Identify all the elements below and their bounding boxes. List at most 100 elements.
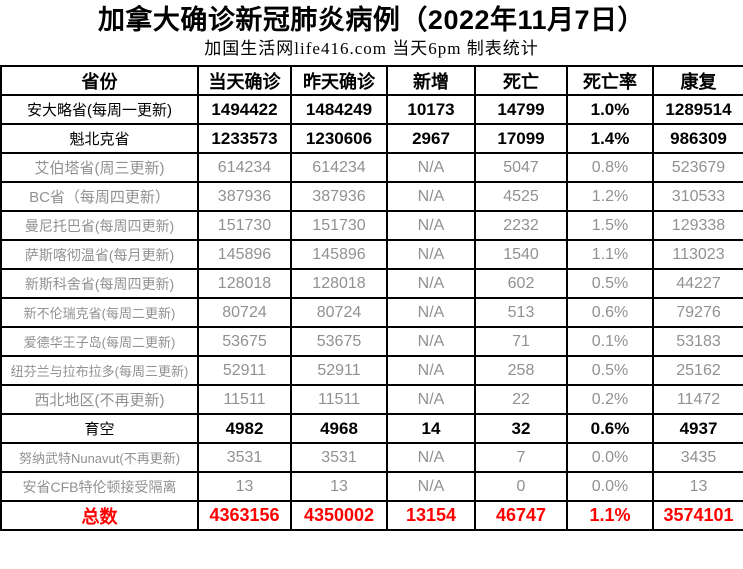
cell-recovered: 310533 xyxy=(652,181,743,212)
cell-new: 10173 xyxy=(386,94,476,125)
cell-deaths: 5047 xyxy=(474,152,568,183)
cell-yesterday: 1230606 xyxy=(290,123,388,154)
cell-deaths: 17099 xyxy=(474,123,568,154)
cell-yesterday: 1484249 xyxy=(290,94,388,125)
cell-today: 1233573 xyxy=(197,123,292,154)
table-row: BC省（每周四更新） 387936 387936 N/A 4525 1.2% 3… xyxy=(0,181,743,212)
cell-today: 3531 xyxy=(197,442,292,473)
cell-province: 纽芬兰与拉布拉多(每周三更新) xyxy=(0,355,199,386)
page-subtitle: 加国生活网life416.com 当天6pm 制表统计 xyxy=(204,39,539,58)
cell-recovered: 53183 xyxy=(652,326,743,357)
column-header-yesterday: 昨天确诊 xyxy=(290,65,388,96)
cell-today: 11511 xyxy=(197,384,292,415)
page-title: 加拿大确诊新冠肺炎病例（2022年11月7日） xyxy=(97,5,646,35)
cell-death-rate: 1.1% xyxy=(566,239,654,270)
cell-today: 151730 xyxy=(197,210,292,241)
cell-today: 53675 xyxy=(197,326,292,357)
cell-deaths: 2232 xyxy=(474,210,568,241)
cell-new: N/A xyxy=(386,442,476,473)
cell-new: N/A xyxy=(386,239,476,270)
column-header-province: 省份 xyxy=(0,65,199,96)
cell-province: 萨斯喀彻温省(每月更新) xyxy=(0,239,199,270)
table-body: 安大略省(每周一更新) 1494422 1484249 10173 14799 … xyxy=(0,94,743,502)
cell-new: N/A xyxy=(386,268,476,299)
table-header: 省份 当天确诊 昨天确诊 新增 死亡 死亡率 康复 xyxy=(0,65,743,96)
cell-new: 14 xyxy=(386,413,476,444)
cell-deaths: 32 xyxy=(474,413,568,444)
cell-total-deaths: 46747 xyxy=(474,500,568,531)
cell-new: N/A xyxy=(386,152,476,183)
cell-death-rate: 0.6% xyxy=(566,297,654,328)
column-header-today: 当天确诊 xyxy=(197,65,292,96)
column-header-new: 新增 xyxy=(386,65,476,96)
cell-today: 80724 xyxy=(197,297,292,328)
cell-yesterday: 145896 xyxy=(290,239,388,270)
table-row: 安大略省(每周一更新) 1494422 1484249 10173 14799 … xyxy=(0,94,743,125)
column-header-deaths: 死亡 xyxy=(474,65,568,96)
cell-recovered: 129338 xyxy=(652,210,743,241)
header-row: 省份 当天确诊 昨天确诊 新增 死亡 死亡率 康复 xyxy=(0,65,743,96)
cell-yesterday: 52911 xyxy=(290,355,388,386)
cell-death-rate: 0.1% xyxy=(566,326,654,357)
cell-today: 13 xyxy=(197,471,292,502)
cell-yesterday: 3531 xyxy=(290,442,388,473)
cell-deaths: 258 xyxy=(474,355,568,386)
cell-recovered: 523679 xyxy=(652,152,743,183)
cell-recovered: 79276 xyxy=(652,297,743,328)
cell-new: N/A xyxy=(386,355,476,386)
cell-today: 387936 xyxy=(197,181,292,212)
cell-total-today: 4363156 xyxy=(197,500,292,531)
cell-recovered: 3435 xyxy=(652,442,743,473)
cell-province: 魁北克省 xyxy=(0,123,199,154)
cell-new: 2967 xyxy=(386,123,476,154)
cell-province: BC省（每周四更新） xyxy=(0,181,199,212)
cell-today: 145896 xyxy=(197,239,292,270)
table-row: 萨斯喀彻温省(每月更新) 145896 145896 N/A 1540 1.1%… xyxy=(0,239,743,270)
table-row: 纽芬兰与拉布拉多(每周三更新) 52911 52911 N/A 258 0.5%… xyxy=(0,355,743,386)
cell-new: N/A xyxy=(386,297,476,328)
cell-yesterday: 11511 xyxy=(290,384,388,415)
table-row: 艾伯塔省(周三更新) 614234 614234 N/A 5047 0.8% 5… xyxy=(0,152,743,183)
cell-province: 育空 xyxy=(0,413,199,444)
cell-death-rate: 0.0% xyxy=(566,442,654,473)
table-row: 西北地区(不再更新) 11511 11511 N/A 22 0.2% 11472 xyxy=(0,384,743,415)
cell-recovered: 113023 xyxy=(652,239,743,270)
total-row: 总数 4363156 4350002 13154 46747 1.1% 3574… xyxy=(0,500,743,531)
cell-deaths: 1540 xyxy=(474,239,568,270)
table-row: 育空 4982 4968 14 32 0.6% 4937 xyxy=(0,413,743,444)
cell-new: N/A xyxy=(386,181,476,212)
table-row: 安省CFB特伦顿接受隔离 13 13 N/A 0 0.0% 13 xyxy=(0,471,743,502)
cell-death-rate: 0.6% xyxy=(566,413,654,444)
cell-yesterday: 53675 xyxy=(290,326,388,357)
cell-death-rate: 1.0% xyxy=(566,94,654,125)
table-row: 新斯科舍省(每周四更新) 128018 128018 N/A 602 0.5% … xyxy=(0,268,743,299)
table-row: 爱德华王子岛(每周二更新) 53675 53675 N/A 71 0.1% 53… xyxy=(0,326,743,357)
cell-yesterday: 614234 xyxy=(290,152,388,183)
cell-recovered: 44227 xyxy=(652,268,743,299)
cell-province: 爱德华王子岛(每周二更新) xyxy=(0,326,199,357)
cell-yesterday: 128018 xyxy=(290,268,388,299)
cell-recovered: 11472 xyxy=(652,384,743,415)
covid-cases-table: 省份 当天确诊 昨天确诊 新增 死亡 死亡率 康复 安大略省(每周一更新) 14… xyxy=(0,65,743,531)
cell-death-rate: 0.2% xyxy=(566,384,654,415)
cell-yesterday: 80724 xyxy=(290,297,388,328)
cell-deaths: 22 xyxy=(474,384,568,415)
cell-death-rate: 0.5% xyxy=(566,355,654,386)
cell-total-new: 13154 xyxy=(386,500,476,531)
cell-province: 艾伯塔省(周三更新) xyxy=(0,152,199,183)
cell-province: 新斯科舍省(每周四更新) xyxy=(0,268,199,299)
cell-deaths: 14799 xyxy=(474,94,568,125)
table-row: 曼尼托巴省(每周四更新) 151730 151730 N/A 2232 1.5%… xyxy=(0,210,743,241)
table-row: 努纳武特Nunavut(不再更新) 3531 3531 N/A 7 0.0% 3… xyxy=(0,442,743,473)
cell-deaths: 4525 xyxy=(474,181,568,212)
cell-total-recovered: 3574101 xyxy=(652,500,743,531)
table-row: 新不伦瑞克省(每周二更新) 80724 80724 N/A 513 0.6% 7… xyxy=(0,297,743,328)
cell-death-rate: 1.4% xyxy=(566,123,654,154)
cell-recovered: 1289514 xyxy=(652,94,743,125)
cell-death-rate: 0.0% xyxy=(566,471,654,502)
cell-death-rate: 0.5% xyxy=(566,268,654,299)
cell-deaths: 71 xyxy=(474,326,568,357)
cell-yesterday: 13 xyxy=(290,471,388,502)
cell-new: N/A xyxy=(386,326,476,357)
cell-recovered: 25162 xyxy=(652,355,743,386)
